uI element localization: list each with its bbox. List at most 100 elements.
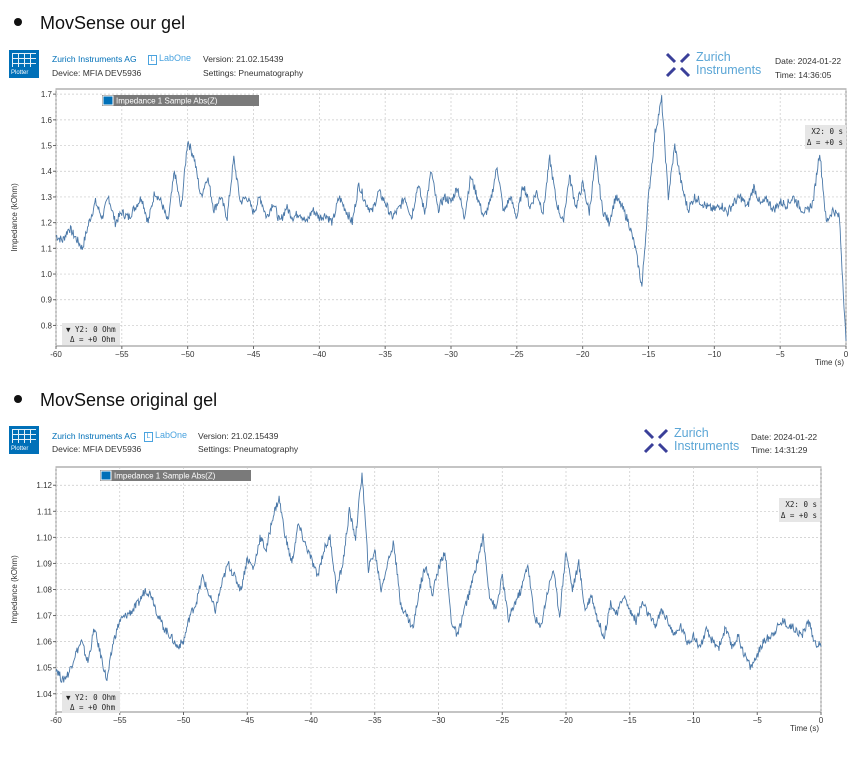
labone-icon: L <box>148 55 157 65</box>
y-tick-label: 1.05 <box>36 664 52 673</box>
plotter-icon: Plotter <box>9 426 39 454</box>
legend-swatch <box>102 95 114 106</box>
y-tick-label: 1.11 <box>37 507 53 516</box>
y-tick-label: 1.10 <box>36 533 52 542</box>
settings-info: Settings: Pneumatography <box>203 68 304 78</box>
cursor-box <box>805 125 846 149</box>
legend-bg <box>100 470 251 481</box>
y-tick-label: 1.2 <box>41 219 53 228</box>
zi-cross-icon <box>665 52 691 78</box>
cursor-y-delta: Δ = +0 Ohm <box>70 335 116 344</box>
y-tick-label: 1.07 <box>36 612 52 621</box>
bullet-icon <box>14 395 22 404</box>
x-tick-label: −25 <box>495 716 509 725</box>
device-info: Device: MFIA DEV5936 <box>52 444 142 454</box>
x-tick-label: −45 <box>247 350 261 359</box>
impedance-chart[interactable]: -60 −55 −50 −45 −40 −35 −30 −25 −20 −15 −10 −5 00.80… <box>0 80 852 380</box>
x-tick-label: −55 <box>115 350 129 359</box>
version-info: Version: 21.02.15439 <box>203 54 284 64</box>
cursor-x-delta: Δ = +0 s <box>807 138 843 147</box>
x-tick-label: −35 <box>378 350 392 359</box>
cursor-x-value: X2: 0 s <box>811 127 843 136</box>
settings-info: Settings: Pneumatography <box>198 444 299 454</box>
impedance-chart[interactable]: -60 −55 −50 −45 −40 −35 −30 −25 −20 −15 −10 −5 01.04… <box>0 455 852 765</box>
y-tick-label: 1.06 <box>36 638 52 647</box>
x-tick-label: −20 <box>576 350 590 359</box>
labone-logo: L LabOne <box>144 430 187 442</box>
x-tick-label: −35 <box>368 716 382 725</box>
time-info: Time: 14:36:05 <box>775 70 832 80</box>
cursor-x-value: X2: 0 s <box>785 500 817 509</box>
section-original-gel: MovSense original gel Plotter Zurich Ins… <box>0 385 852 765</box>
labone-icon: L <box>144 432 153 442</box>
cursor-y-delta: Δ = +0 Ohm <box>70 703 116 712</box>
y-tick-label: 1.04 <box>36 690 52 699</box>
company-name: Zurich Instruments AG <box>52 54 137 64</box>
cursor-y-value: ▼ Y2: 0 Ohm <box>66 693 116 702</box>
x-tick-label: −50 <box>177 716 191 725</box>
x-tick-label: −20 <box>559 716 573 725</box>
x-axis-label: Time (s) <box>790 724 819 733</box>
y-tick-label: 1.4 <box>41 167 53 176</box>
legend[interactable]: Impedance 1 Sample Abs(Z) <box>102 95 259 106</box>
x-tick-label: −15 <box>642 350 656 359</box>
x-tick-label: -60 <box>50 350 62 359</box>
x-tick-label: −30 <box>444 350 458 359</box>
cursor-x-readout[interactable]: X2: 0 s Δ = +0 s <box>805 125 846 149</box>
section-our-gel: MovSense our gel Plotter Zurich Instrume… <box>0 0 852 375</box>
x-tick-label: −25 <box>510 350 524 359</box>
y-tick-label: 1.12 <box>36 481 52 490</box>
x-tick-label: 0 <box>844 350 849 359</box>
section-heading: MovSense original gel <box>14 390 217 411</box>
x-tick-label: −55 <box>113 716 127 725</box>
y-tick-label: 1.7 <box>41 90 53 99</box>
x-tick-label: −40 <box>313 350 327 359</box>
cursor-y-value: ▼ Y2: 0 Ohm <box>66 325 116 334</box>
x-tick-label: −10 <box>708 350 722 359</box>
y-tick-label: 0.9 <box>41 296 53 305</box>
legend-swatch <box>100 470 112 481</box>
cursor-x-readout[interactable]: X2: 0 s Δ = +0 s <box>779 498 820 522</box>
x-axis-label: Time (s) <box>815 358 844 367</box>
y-tick-label: 1.09 <box>36 559 52 568</box>
x-tick-label: −45 <box>240 716 254 725</box>
x-tick-label: −30 <box>432 716 446 725</box>
cursor-x-delta: Δ = +0 s <box>781 511 817 520</box>
y-tick-label: 1.5 <box>41 142 53 151</box>
x-tick-label: −40 <box>304 716 318 725</box>
y-tick-label: 1.1 <box>41 244 53 253</box>
heading-text: MovSense our gel <box>40 13 186 33</box>
cursor-box <box>62 323 120 345</box>
series-line <box>55 472 822 683</box>
legend[interactable]: Impedance 1 Sample Abs(Z) <box>100 470 251 481</box>
x-tick-label: −10 <box>687 716 701 725</box>
section-heading: MovSense our gel <box>14 13 185 34</box>
heading-text: MovSense original gel <box>40 390 218 410</box>
x-tick-label: −5 <box>753 716 763 725</box>
y-tick-label: 1.08 <box>36 586 52 595</box>
time-info: Time: 14:31:29 <box>751 445 808 455</box>
y-tick-label: 1.3 <box>41 193 53 202</box>
plotter-icon: Plotter <box>9 50 39 78</box>
legend-label: Impedance 1 Sample Abs(Z) <box>114 472 216 481</box>
cursor-box <box>779 498 820 522</box>
legend-label: Impedance 1 Sample Abs(Z) <box>116 97 218 106</box>
labone-logo: L LabOne <box>148 53 191 65</box>
device-info: Device: MFIA DEV5936 <box>52 68 142 78</box>
brand-text: Zurich Instruments <box>674 426 740 453</box>
x-tick-label: 0 <box>819 716 824 725</box>
x-tick-label: −15 <box>623 716 637 725</box>
y-tick-label: 0.8 <box>41 321 53 330</box>
x-tick-label: −5 <box>776 350 786 359</box>
cursor-box <box>62 691 120 713</box>
zi-cross-icon <box>643 428 669 454</box>
y-tick-label: 1.6 <box>41 116 53 125</box>
x-tick-label: -60 <box>50 716 62 725</box>
company-name: Zurich Instruments AG <box>52 431 137 441</box>
date-info: Date: 2024-01-22 <box>775 56 842 66</box>
zurich-instruments-logo: Zurich Instruments <box>664 51 761 81</box>
report-header: Plotter Zurich Instruments AG L LabOne De… <box>0 48 852 84</box>
bullet-icon <box>14 18 22 27</box>
